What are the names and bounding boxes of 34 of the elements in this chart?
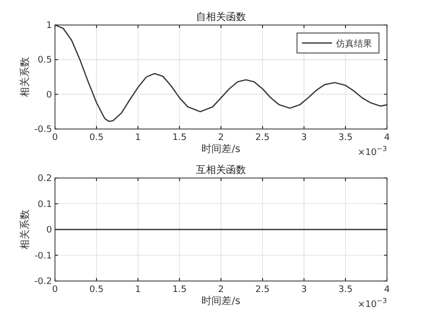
y-axis-title: 相关系数: [19, 57, 31, 97]
x-axis-title: 时间差/s: [202, 295, 240, 307]
y-axis-title: 相关系数: [19, 210, 31, 250]
y-tick-label: -0.2: [34, 277, 52, 287]
x-tick-label: 3.5: [338, 133, 353, 143]
x-tick-label: 3: [301, 133, 307, 143]
x-tick-label: 4: [384, 285, 390, 295]
legend-label: 仿真结果: [335, 38, 372, 50]
chart-title: 互相关函数: [196, 164, 246, 176]
x-tick-label: 1.5: [172, 133, 187, 143]
x-tick-label: 3.5: [338, 285, 353, 295]
x-tick-label: 3: [301, 285, 307, 295]
x-axis-title: 时间差/s: [202, 143, 240, 155]
chart-title: 自相关函数: [196, 11, 246, 23]
text: ×10$^{−3}$: [358, 297, 387, 310]
y-tick-label: 0.1: [38, 200, 52, 210]
y-tick-label: -0.1: [34, 251, 52, 262]
x-tick-label: 2: [218, 133, 224, 143]
text: ×10$^{−3}$: [358, 145, 387, 158]
y-tick-label: 1: [46, 21, 52, 31]
x-tick-label: 4: [384, 133, 390, 143]
x-tick-label: 2: [218, 285, 224, 295]
y-tick-label: 0: [46, 226, 52, 236]
y-tick-label: 0.5: [38, 56, 52, 66]
x-tick-label: 2.5: [255, 285, 270, 295]
y-tick-label: 0: [46, 90, 52, 100]
x-tick-label: 2.5: [255, 133, 270, 143]
x-tick-label: 0.5: [89, 133, 104, 143]
x-tick-label: 1: [135, 285, 141, 295]
y-tick-label: 0.2: [38, 174, 52, 184]
y-tick-label: -0.5: [34, 125, 52, 135]
x-tick-label: 1: [135, 133, 141, 143]
x-tick-label: 1.5: [172, 285, 187, 295]
x-tick-label: 0.5: [89, 285, 104, 295]
